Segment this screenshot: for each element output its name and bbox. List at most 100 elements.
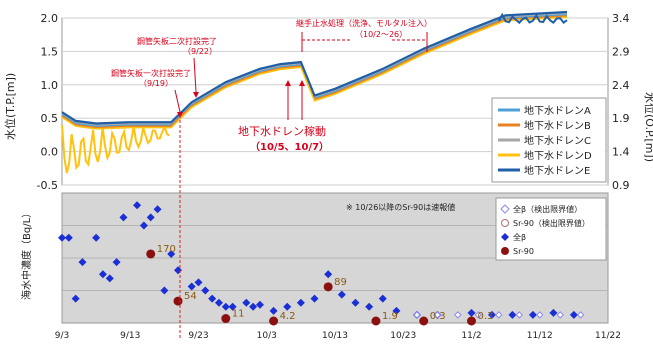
sr90-point: [371, 316, 381, 326]
gross-beta-point: [221, 302, 230, 311]
y-tick-left: 0.5: [41, 112, 59, 125]
annotation-drain-arrowhead-1: [285, 80, 291, 86]
gross-beta-dl-point: [556, 311, 564, 319]
gross-beta-point: [467, 308, 476, 317]
gross-beta-point: [392, 306, 401, 315]
sr90-label: 54: [184, 291, 197, 302]
sr90-point: [146, 249, 156, 259]
gross-beta-point: [310, 294, 319, 303]
x-tick-label: 9/13: [120, 331, 140, 341]
legend-marker: [501, 247, 509, 255]
gross-beta-point: [58, 233, 66, 242]
sr90-label: 4.2: [280, 311, 296, 322]
annotation-first-sheet-pile-date: （9/19）: [139, 79, 173, 88]
gross-beta-point: [167, 249, 176, 258]
sr90-label: 11: [232, 309, 245, 320]
legend-label: 地下水ドレンD: [524, 149, 592, 162]
series-line-地下水ドレンE: [61, 10, 568, 125]
gross-beta-point: [324, 270, 333, 279]
seawater-x-ticks: 9/3 9/13 9/23 10/3 10/13 10/23 11/2 11/12 11/22: [55, 331, 621, 341]
series-line-地下水ドレンB: [61, 15, 568, 129]
y-tick-right: 0.9: [612, 179, 630, 192]
gross-beta-point: [187, 282, 196, 291]
water-level-ylabel-left: 水位(T.P.[m]): [3, 73, 17, 140]
y-tick-right: 1.4: [612, 146, 630, 159]
y-tick-left: 0.0: [41, 146, 59, 159]
legend-label: 地下水ドレンB: [524, 119, 591, 132]
gross-beta-dl-point: [495, 311, 503, 319]
series-line-地下水ドレンE: [497, 12, 568, 25]
sr90-point: [467, 316, 476, 326]
legend-label: Sr-90（検出限界値）: [513, 218, 590, 228]
sr90-label: 0.3: [478, 311, 494, 322]
gross-beta-point: [487, 310, 496, 319]
x-tick-label: 10/13: [322, 331, 348, 341]
y-tick-left: 1.0: [41, 79, 59, 92]
annotation-joint-sealing-date: （10/2～26）: [355, 30, 407, 39]
gross-beta-point: [71, 294, 80, 303]
x-tick-label: 11/2: [461, 331, 481, 341]
gross-beta-dl-point: [515, 311, 523, 319]
gross-beta-point: [146, 213, 155, 222]
annotation-second-arrowhead: [193, 92, 199, 98]
x-tick-label: 9/3: [55, 331, 69, 341]
gross-beta-point: [160, 286, 169, 295]
annotation-first-arrow: [174, 89, 181, 113]
legend-label: 地下水ドレンA: [524, 104, 591, 117]
seawater-legend-items: 全β（検出限界値） Sr-90（検出限界値） 全β Sr-90: [500, 204, 590, 256]
annotation-joint-sealing: 継手止水処理（洗浄、モルタル注入）: [296, 18, 432, 28]
gross-beta-point: [133, 201, 142, 210]
legend-label: 全β: [513, 232, 526, 242]
gross-beta-dl-point: [433, 311, 442, 319]
seawater-ylabel: 海水中濃度（Bq/L）: [20, 208, 33, 300]
gross-beta-dl-point: [413, 311, 421, 319]
water-level-ylabel-right: 水位(O.P.[m]): [643, 92, 653, 162]
gross-beta-point: [569, 310, 578, 319]
gross-beta-dl-point: [454, 311, 462, 319]
gross-beta-point: [78, 258, 87, 267]
gross-beta-point: [269, 306, 278, 315]
sr90-point: [323, 282, 333, 292]
annotation-drain-operation: 地下水ドレン稼動: [238, 124, 326, 138]
annotation-drain-arrowhead-2: [299, 80, 305, 86]
y-tick-left: -0.5: [37, 179, 58, 192]
sr90-label: 0.3: [430, 311, 446, 322]
legend-label: 全β（検出限界値）: [513, 204, 582, 214]
annotation-second-sheet-pile: 鋼管矢板二次打設完了: [137, 36, 217, 46]
legend-label: 地下水ドレンC: [524, 134, 591, 147]
gross-beta-point: [194, 278, 203, 287]
series-line-地下水ドレンC: [61, 12, 568, 126]
sr90-point: [419, 316, 429, 326]
sr90-point: [173, 296, 183, 306]
gross-beta-dl-point: [536, 311, 544, 319]
gross-beta-point: [283, 302, 292, 311]
gross-beta-point: [255, 300, 264, 309]
x-tick-label: 10/3: [257, 331, 277, 341]
gross-beta-point: [378, 294, 387, 303]
series-line-地下水ドレンD: [61, 124, 171, 174]
y-tick-right: 2.4: [612, 79, 630, 92]
x-tick-label: 11/12: [527, 331, 553, 341]
y-tick-left: 2.0: [41, 12, 59, 25]
sr90-label: 170: [157, 244, 176, 255]
y-tick-right: 3.4: [612, 12, 630, 25]
legend-marker: [501, 233, 509, 241]
gross-beta-point: [528, 310, 537, 319]
gross-beta-point: [296, 298, 305, 307]
gross-beta-points: [58, 201, 578, 319]
x-tick-label: 10/23: [390, 331, 416, 341]
water-level-y-ticks-right: 3.4 2.9 2.4 1.9 1.4 0.9: [612, 12, 630, 192]
series-line-地下水ドレンA: [61, 13, 568, 127]
seawater-note: ※ 10/26以降のSr-90は速報値: [346, 202, 455, 212]
gross-beta-point: [351, 298, 360, 307]
water-level-y-ticks-left: 2.0 1.5 1.0 0.5 0.0 -0.5: [37, 12, 58, 192]
x-tick-label: 9/23: [188, 331, 208, 341]
annotation-first-sheet-pile: 鋼管矢板一次打設完了: [111, 68, 191, 78]
gross-beta-point: [228, 302, 237, 311]
gross-beta-dl-point: [576, 311, 585, 319]
y-tick-left: 1.5: [41, 45, 59, 58]
annotations: 鋼管矢板一次打設完了 （9/19） 鋼管矢板二次打設完了 （9/22） 継手止水…: [111, 18, 432, 153]
x-tick-label: 11/22: [595, 331, 621, 341]
gross-beta-point: [98, 270, 107, 279]
